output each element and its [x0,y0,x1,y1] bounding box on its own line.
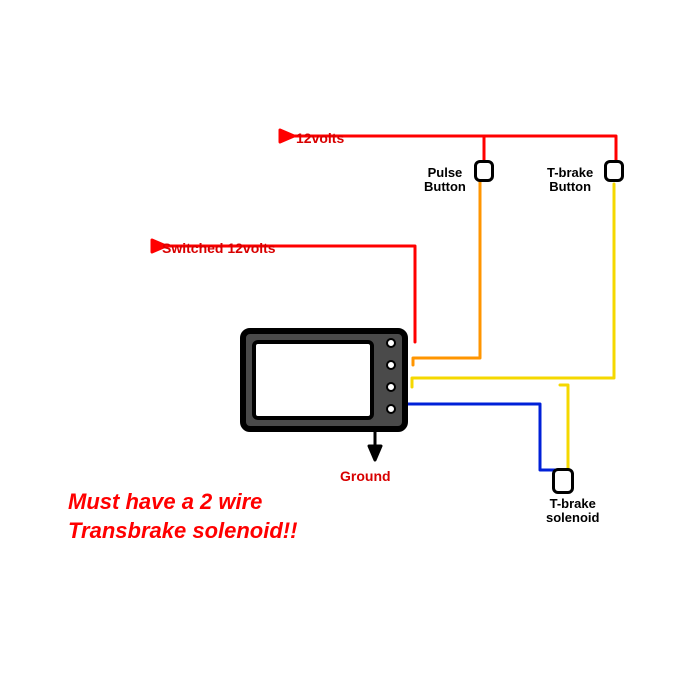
label-ground: Ground [340,468,391,484]
device-port [386,382,396,392]
tbrake-solenoid-box [552,468,574,494]
warning-text: Must have a 2 wire Transbrake solenoid!! [68,488,297,545]
pulse-button-box [474,160,494,182]
device-port [386,338,396,348]
tbrake-button-box [604,160,624,182]
warning-line2: Transbrake solenoid!! [68,517,297,546]
label-tbrake-button: T-brakeButton [547,166,593,195]
device-port [386,360,396,370]
label-12volts: 12volts [296,130,344,146]
label-tbrake-solenoid: T-brakesolenoid [546,497,599,526]
label-pulse-button: PulseButton [424,166,466,195]
label-switched-12volts: Switched 12volts [162,240,276,256]
warning-line1: Must have a 2 wire [68,488,297,517]
device-port [386,404,396,414]
controller-screen [252,340,374,420]
